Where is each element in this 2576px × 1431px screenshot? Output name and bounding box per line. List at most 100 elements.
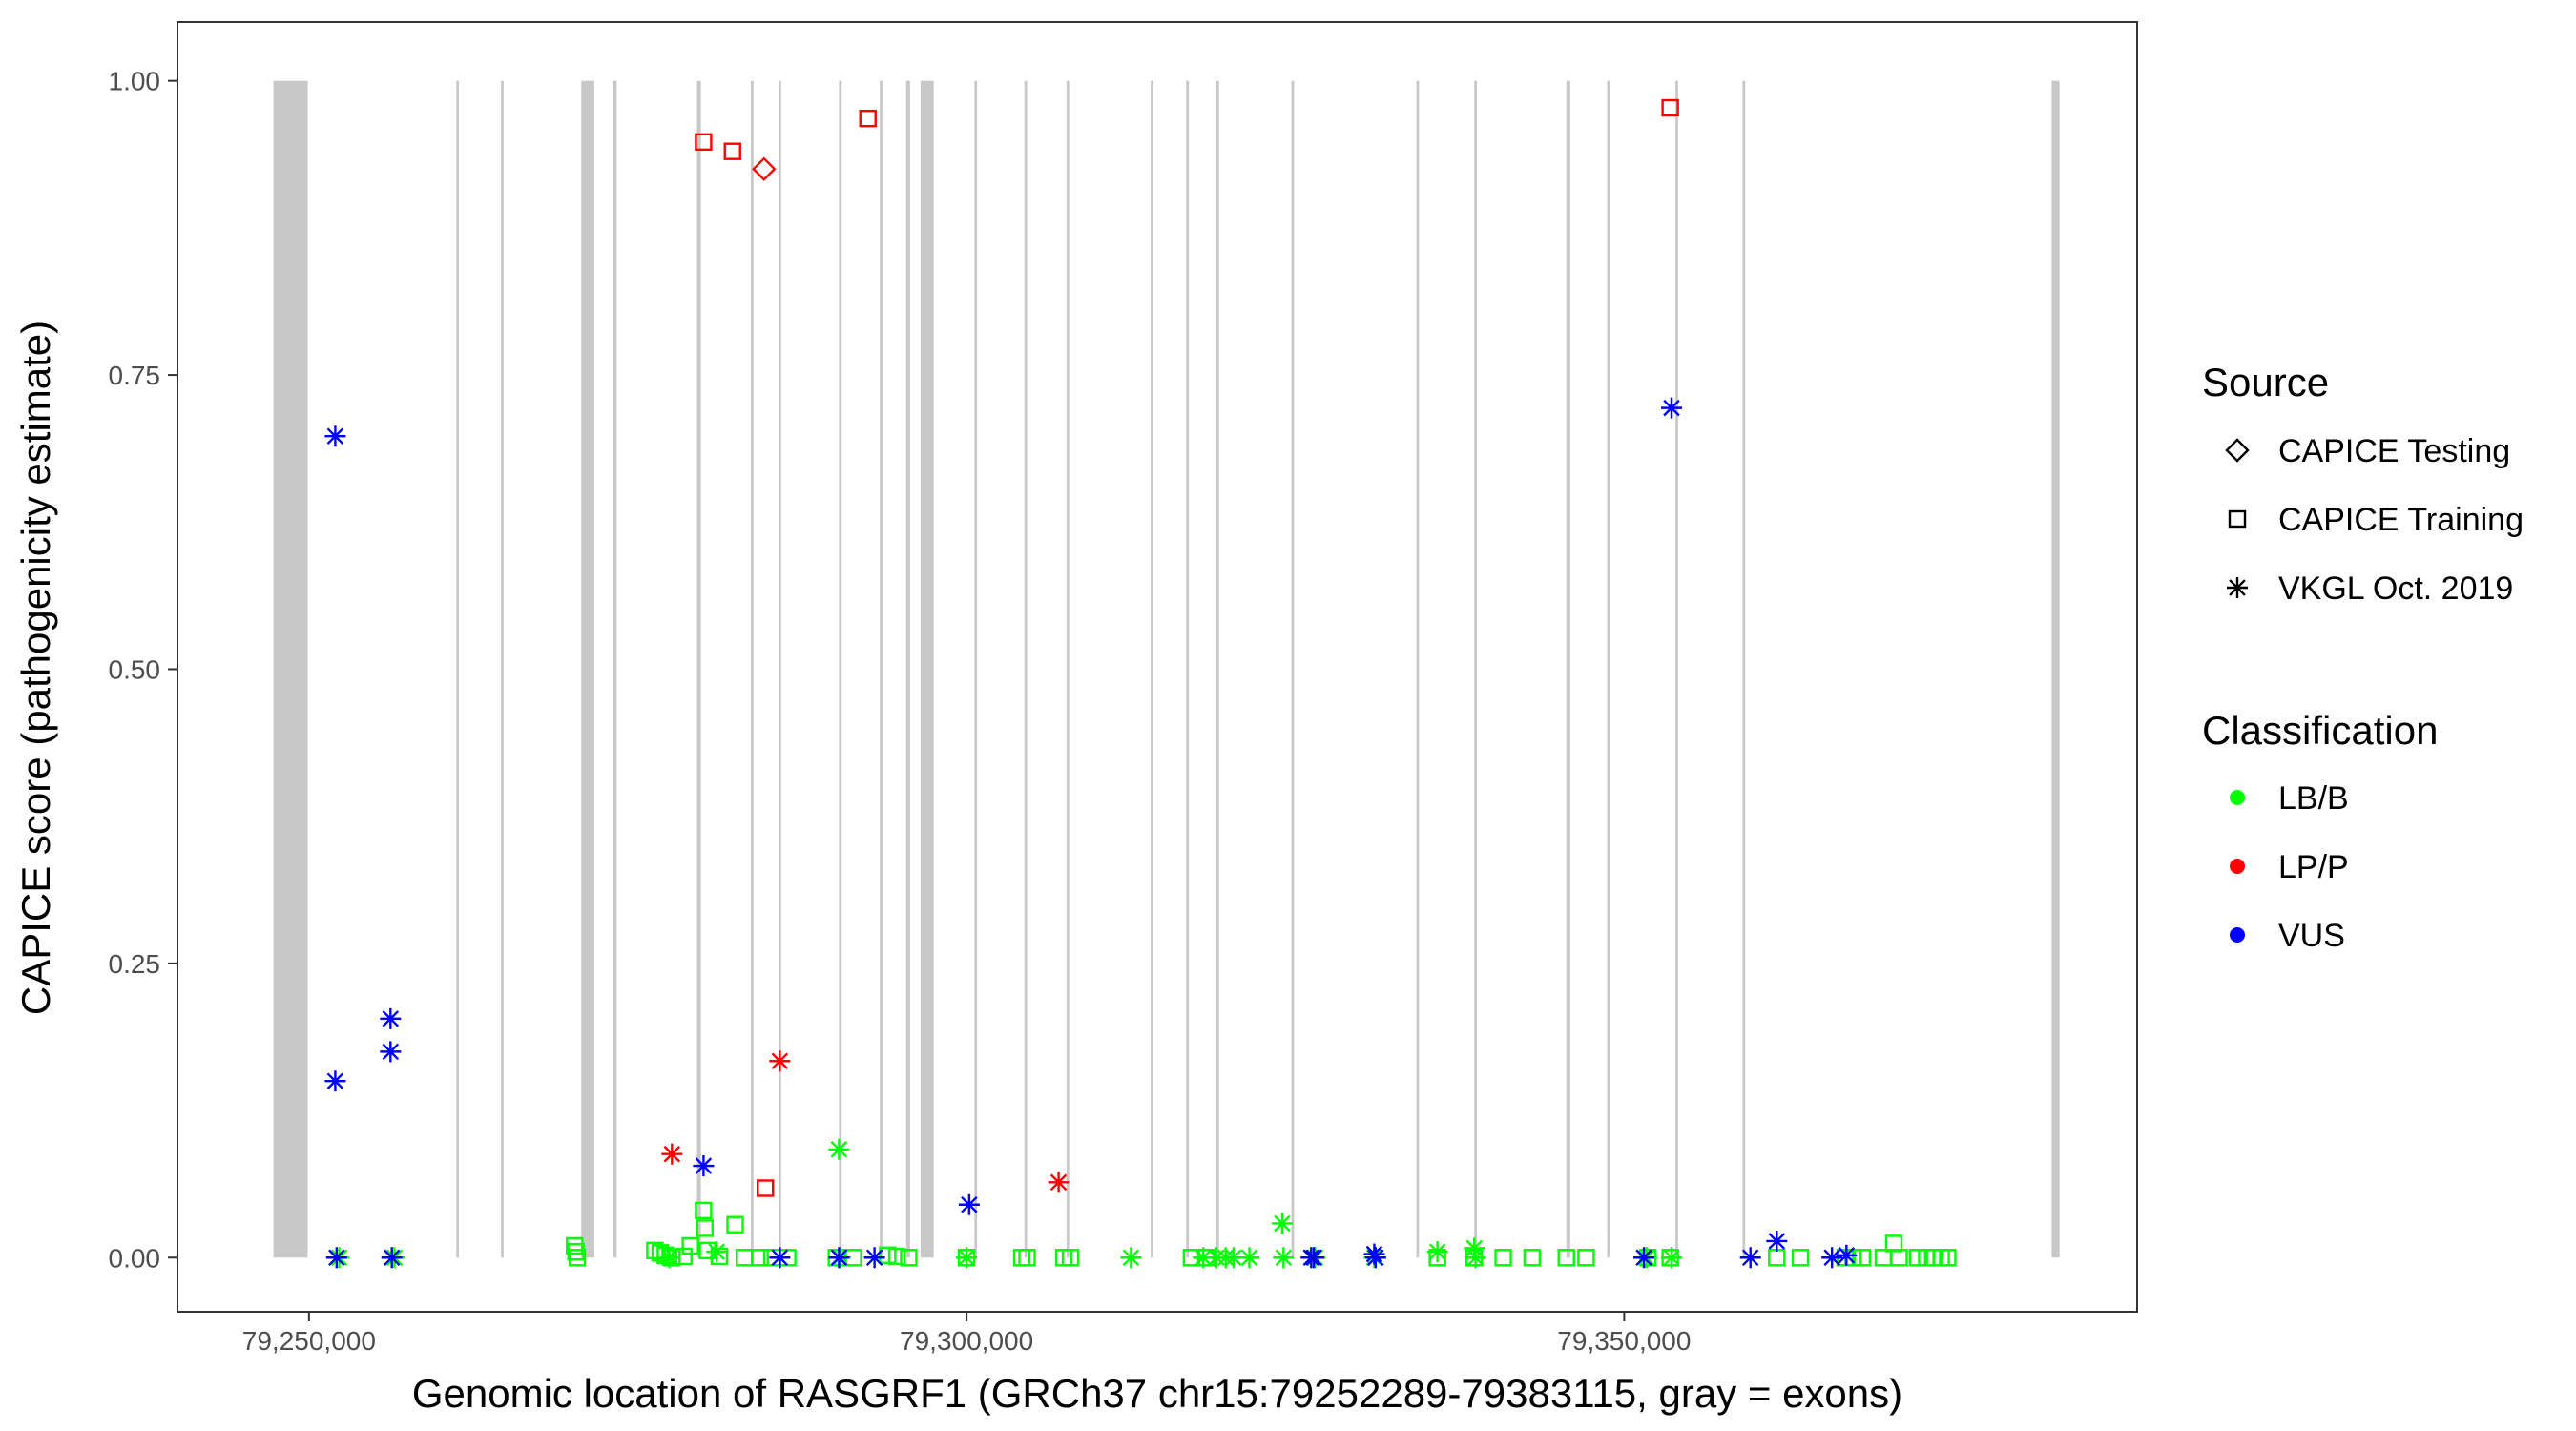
exon-band-24 <box>1675 80 1678 1258</box>
exon-band-1 <box>273 80 308 1258</box>
legend-key-asterisk <box>2227 577 2248 598</box>
point-asterisk-lbb-14 <box>1271 1213 1293 1234</box>
point-asterisk-lbb-15 <box>1273 1247 1295 1269</box>
exon-bands <box>273 80 2060 1258</box>
point-asterisk-vus-17 <box>1661 397 1683 419</box>
exon-band-20 <box>1416 80 1420 1258</box>
exon-band-11 <box>905 80 910 1258</box>
point-square-lbb-11 <box>696 1219 714 1237</box>
point-square-lpp-4 <box>1661 98 1679 117</box>
data-points <box>324 98 1957 1269</box>
exon-band-7 <box>751 80 754 1258</box>
point-square-lbb-51 <box>1939 1249 1957 1267</box>
legend-key-square <box>2228 509 2247 529</box>
y-tick-label: 0.50 <box>109 654 161 684</box>
point-asterisk-lbb-18 <box>1426 1241 1448 1263</box>
point-asterisk-vus-20 <box>1821 1247 1843 1269</box>
point-square-lbb-26 <box>1018 1249 1036 1267</box>
legend-classification-items: LB/B LP/P VUS <box>2230 780 2349 954</box>
legend: Source CAPICE Testing CAPICE Training VKGL… <box>2202 360 2524 954</box>
point-asterisk-vus-21 <box>1836 1244 1858 1266</box>
exon-band-13 <box>974 80 978 1258</box>
point-diamond-lpp-1 <box>752 156 777 181</box>
point-square-lpp-2 <box>723 142 741 160</box>
exon-band-8 <box>778 80 781 1258</box>
point-asterisk-vus-1 <box>324 425 346 447</box>
point-asterisk-lbb-13 <box>1238 1247 1260 1269</box>
exon-band-19 <box>1291 80 1295 1258</box>
exon-band-2 <box>456 80 460 1258</box>
point-square-lbb-36 <box>1577 1249 1595 1267</box>
legend-source-label: CAPICE Testing <box>2278 433 2510 469</box>
point-asterisk-vus-18 <box>1739 1247 1761 1269</box>
point-square-lbb-46 <box>1890 1249 1908 1267</box>
plot-panel-border <box>177 21 2138 1313</box>
exon-band-12 <box>920 80 934 1258</box>
point-square-lbb-34 <box>1523 1249 1542 1267</box>
point-asterisk-lpp-3 <box>1048 1172 1070 1193</box>
point-asterisk-vus-11 <box>958 1193 980 1215</box>
legend-source-items: CAPICE Testing CAPICE Training VKGL Oct. 2… <box>2225 433 2524 607</box>
point-asterisk-vus-15 <box>1364 1247 1386 1269</box>
legend-classification-label: LP/P <box>2278 849 2349 885</box>
legend-key-diamond <box>2225 438 2250 463</box>
x-tick-label: 79,300,000 <box>900 1326 1033 1356</box>
point-asterisk-lbb-3 <box>658 1247 680 1269</box>
point-asterisk-vus-14 <box>1363 1243 1385 1265</box>
exon-band-26 <box>2051 80 2060 1258</box>
point-asterisk-vus-19 <box>1766 1230 1788 1252</box>
point-square-lpp-1 <box>695 133 713 152</box>
point-square-lbb-22 <box>887 1247 906 1266</box>
point-asterisk-vus-4 <box>380 1007 402 1029</box>
exon-band-10 <box>880 80 883 1258</box>
point-asterisk-vus-6 <box>381 1247 403 1269</box>
point-square-lbb-14 <box>726 1215 744 1234</box>
point-square-lpp-5 <box>757 1179 775 1197</box>
exon-band-9 <box>839 80 842 1258</box>
y-tick-label: 0.00 <box>109 1243 161 1273</box>
point-square-lbb-3 <box>568 1249 587 1267</box>
point-asterisk-lbb-8 <box>1120 1247 1142 1269</box>
exon-band-6 <box>696 80 701 1258</box>
y-tick-label: 0.25 <box>109 949 161 979</box>
exon-band-4 <box>581 80 594 1258</box>
point-asterisk-vus-8 <box>769 1247 791 1269</box>
point-square-lbb-40 <box>1791 1249 1810 1267</box>
y-tick-label: 1.00 <box>109 67 161 96</box>
point-asterisk-lbb-5 <box>828 1138 850 1160</box>
point-square-lbb-47 <box>1908 1249 1926 1267</box>
point-square-lbb-5 <box>651 1244 670 1262</box>
point-square-lbb-33 <box>1494 1249 1512 1267</box>
y-axis-title: CAPICE score (pathogenicity estimate) <box>13 321 58 1015</box>
exon-band-5 <box>613 80 617 1258</box>
point-square-lbb-35 <box>1557 1249 1575 1267</box>
exon-band-22 <box>1566 80 1570 1258</box>
point-square-lbb-23 <box>900 1249 918 1267</box>
legend-key-vus <box>2230 927 2245 943</box>
exon-band-16 <box>1151 80 1153 1258</box>
point-square-lbb-43 <box>1853 1249 1872 1267</box>
y-tick-label: 0.75 <box>109 361 161 390</box>
point-asterisk-lpp-1 <box>661 1143 683 1165</box>
point-asterisk-vus-7 <box>693 1155 715 1177</box>
legend-source-label: CAPICE Training <box>2278 502 2524 538</box>
x-tick-label: 79,350,000 <box>1557 1326 1691 1356</box>
legend-source-title: Source <box>2202 360 2329 404</box>
point-square-lpp-3 <box>859 109 877 128</box>
point-asterisk-vus-16 <box>1633 1247 1655 1269</box>
point-square-lbb-1 <box>566 1236 584 1255</box>
exon-band-25 <box>1742 80 1746 1258</box>
legend-key-lbb <box>2230 790 2245 805</box>
point-asterisk-vus-10 <box>863 1247 885 1269</box>
point-asterisk-lbb-22 <box>1661 1247 1683 1269</box>
point-asterisk-lpp-2 <box>769 1050 791 1072</box>
legend-key-lpp <box>2230 859 2245 874</box>
point-asterisk-lbb-20 <box>1465 1247 1486 1269</box>
point-square-lbb-2 <box>567 1242 585 1261</box>
point-asterisk-lbb-7 <box>956 1247 978 1269</box>
legend-classification-title: Classification <box>2202 708 2438 753</box>
exon-band-21 <box>1474 80 1477 1258</box>
point-square-lbb-21 <box>879 1246 897 1264</box>
